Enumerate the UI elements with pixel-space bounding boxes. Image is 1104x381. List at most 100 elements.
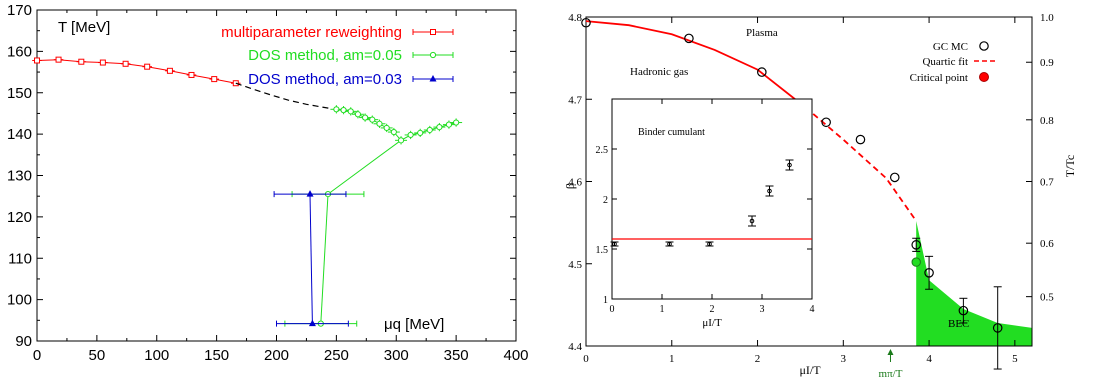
legend-label: Quartic fit: [922, 56, 968, 68]
data-point: [924, 267, 934, 278]
data-point: [369, 116, 376, 123]
y-axis-label: T [MeV]: [58, 19, 110, 36]
data-point: [889, 172, 900, 183]
inset-y-tick-label: 1.5: [596, 245, 609, 256]
data-point: [445, 121, 453, 128]
legend-label: multiparameter reweighting: [221, 24, 402, 41]
x-tick-label: 300: [384, 347, 409, 364]
data-point: [99, 59, 106, 66]
annotation-bec: BEC: [948, 318, 969, 330]
quartic-fit-solid: [585, 20, 807, 109]
legend-label: Critical point: [910, 72, 968, 84]
right-tick-label: 0.5: [1040, 292, 1054, 304]
right-tick-label: 1.0: [1040, 12, 1054, 24]
right-axis-label: T/Tc: [1063, 155, 1077, 177]
inset-x-tick-label: 3: [760, 304, 765, 315]
y-tick-label: 130: [7, 168, 32, 185]
y-tick-label: 120: [7, 209, 32, 226]
data-point: [211, 76, 218, 83]
dashed-continuation: [235, 82, 331, 110]
legend-marker: [429, 75, 437, 82]
y-tick-label: 4.6: [568, 177, 582, 189]
x-tick-label: 1: [669, 353, 675, 365]
x-tick-label: 150: [204, 347, 229, 364]
right-chart: 0 1 2 3 4 54.44.54.64.74.80.50.60.70.80.91.0β…: [563, 12, 1077, 380]
data-point: [436, 123, 443, 131]
y-tick-label: 140: [7, 126, 32, 143]
x-tick-label: 0: [583, 353, 589, 365]
data-point: [362, 114, 369, 121]
legend-marker: [429, 51, 437, 59]
data-point: [821, 117, 831, 128]
inset-y-tick-label: 2.5: [596, 145, 609, 156]
x-tick-label: 3: [841, 353, 847, 365]
y-tick-label: 4.8: [568, 12, 582, 24]
data-point: [911, 257, 921, 267]
x-tick-label: 50: [89, 347, 106, 364]
y-tick-label: 100: [7, 292, 32, 309]
x-tick-label: 250: [324, 347, 349, 364]
reweighting-fit-line: [36, 59, 236, 84]
inset-frame: [611, 98, 813, 300]
right-tick-label: 0.7: [1040, 177, 1054, 189]
inset-y-tick-label: 2: [603, 195, 608, 206]
x-tick-label: 100: [144, 347, 169, 364]
x-tick-label: 400: [503, 347, 528, 364]
inset-x-tick-label: 2: [710, 304, 715, 315]
data-point: [354, 111, 362, 118]
inset-data-point: [612, 241, 617, 247]
data-point: [958, 305, 969, 316]
legend-label: GC MC: [933, 41, 968, 53]
data-point: [166, 67, 173, 74]
x-tick-label: 5: [1012, 353, 1018, 365]
y-tick-label: 90: [15, 333, 32, 350]
data-point: [417, 129, 424, 136]
data-point: [308, 319, 316, 327]
inset-data-point: [749, 218, 755, 224]
right-tick-label: 0.6: [1040, 238, 1054, 250]
x-axis-label: μq [MeV]: [384, 316, 444, 333]
legend-marker: [979, 41, 989, 51]
data-point: [376, 120, 383, 127]
data-point: [426, 126, 433, 134]
y-tick-label: 110: [8, 250, 32, 267]
y-tick-label: 4.7: [568, 94, 582, 106]
data-point: [390, 128, 397, 136]
right-tick-label: 0.9: [1040, 57, 1054, 69]
inset-title: Binder cumulant: [638, 127, 705, 138]
mpi-label: mπ/T: [879, 368, 903, 380]
y-tick-label: 160: [7, 43, 32, 60]
inset-y-tick-label: 1: [603, 295, 608, 306]
inset-data-point: [767, 188, 772, 194]
mpi-arrow-head: [887, 349, 894, 355]
inset-x-label: μI/T: [702, 317, 722, 329]
data-point: [855, 134, 866, 145]
x-tick-label: 4: [926, 353, 932, 365]
inset-data-point: [707, 241, 712, 247]
data-point: [306, 190, 314, 197]
data-point: [383, 124, 390, 132]
annotation-hadronic: Hadronic gas: [630, 66, 688, 78]
left-chart: 0 50 100 150 200 250 300 350 400 90 100 110 120 130 14…: [7, 2, 529, 364]
data-point: [55, 56, 62, 63]
data-point: [757, 67, 767, 77]
inset-data-point: [787, 162, 792, 168]
data-point: [144, 63, 151, 70]
data-point: [122, 60, 129, 67]
x-axis-label: μI/T: [799, 363, 821, 377]
legend-marker: [979, 72, 989, 82]
annotation-plasma: Plasma: [746, 27, 778, 39]
data-point: [407, 131, 414, 139]
x-tick-label: 200: [264, 347, 289, 364]
legend-label: DOS method, am=0.05: [248, 47, 402, 64]
data-point: [78, 58, 85, 65]
data-point: [684, 33, 694, 44]
data-point: [333, 106, 340, 113]
data-point: [188, 71, 195, 78]
right-tick-label: 0.8: [1040, 115, 1054, 127]
dos-005-upper-line: [336, 108, 402, 141]
data-point: [911, 240, 922, 250]
bec-region: [916, 221, 1032, 346]
inset-data-point: [667, 241, 672, 247]
